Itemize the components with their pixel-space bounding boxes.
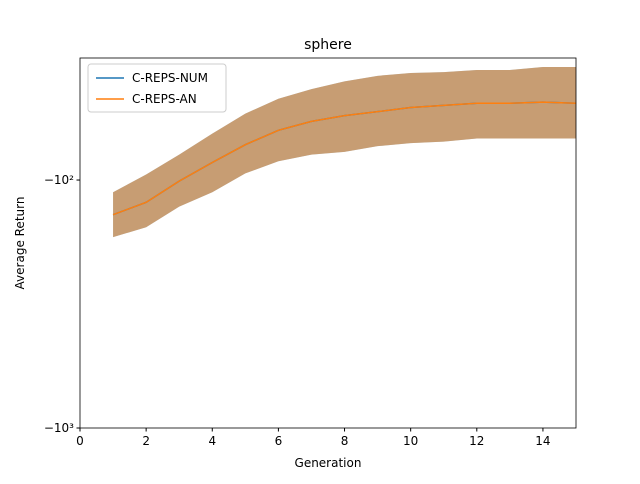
x-tick-label: 12 [469,434,484,448]
legend-box [87,63,227,113]
x-tick-label: 14 [535,434,550,448]
line [112,101,577,216]
x-tick-label: 2 [142,434,150,448]
legend-label: C-REPS-NUM [132,71,208,85]
y-tick-label: −10² [44,173,74,187]
y-axis-label: Average Return [13,197,27,290]
plot-frame [79,57,577,429]
chart-title: sphere [304,37,352,53]
legend-label: C-REPS-AN [132,92,197,106]
x-tick-label: 0 [76,434,84,448]
x-tick-label: 10 [403,434,418,448]
x-tick-label: 4 [208,434,216,448]
x-tick-label: 6 [275,434,283,448]
x-axis-label: Generation [295,456,362,470]
y-tick-label: −10³ [44,421,74,435]
x-tick-label: 8 [341,434,349,448]
error-band [113,66,577,238]
